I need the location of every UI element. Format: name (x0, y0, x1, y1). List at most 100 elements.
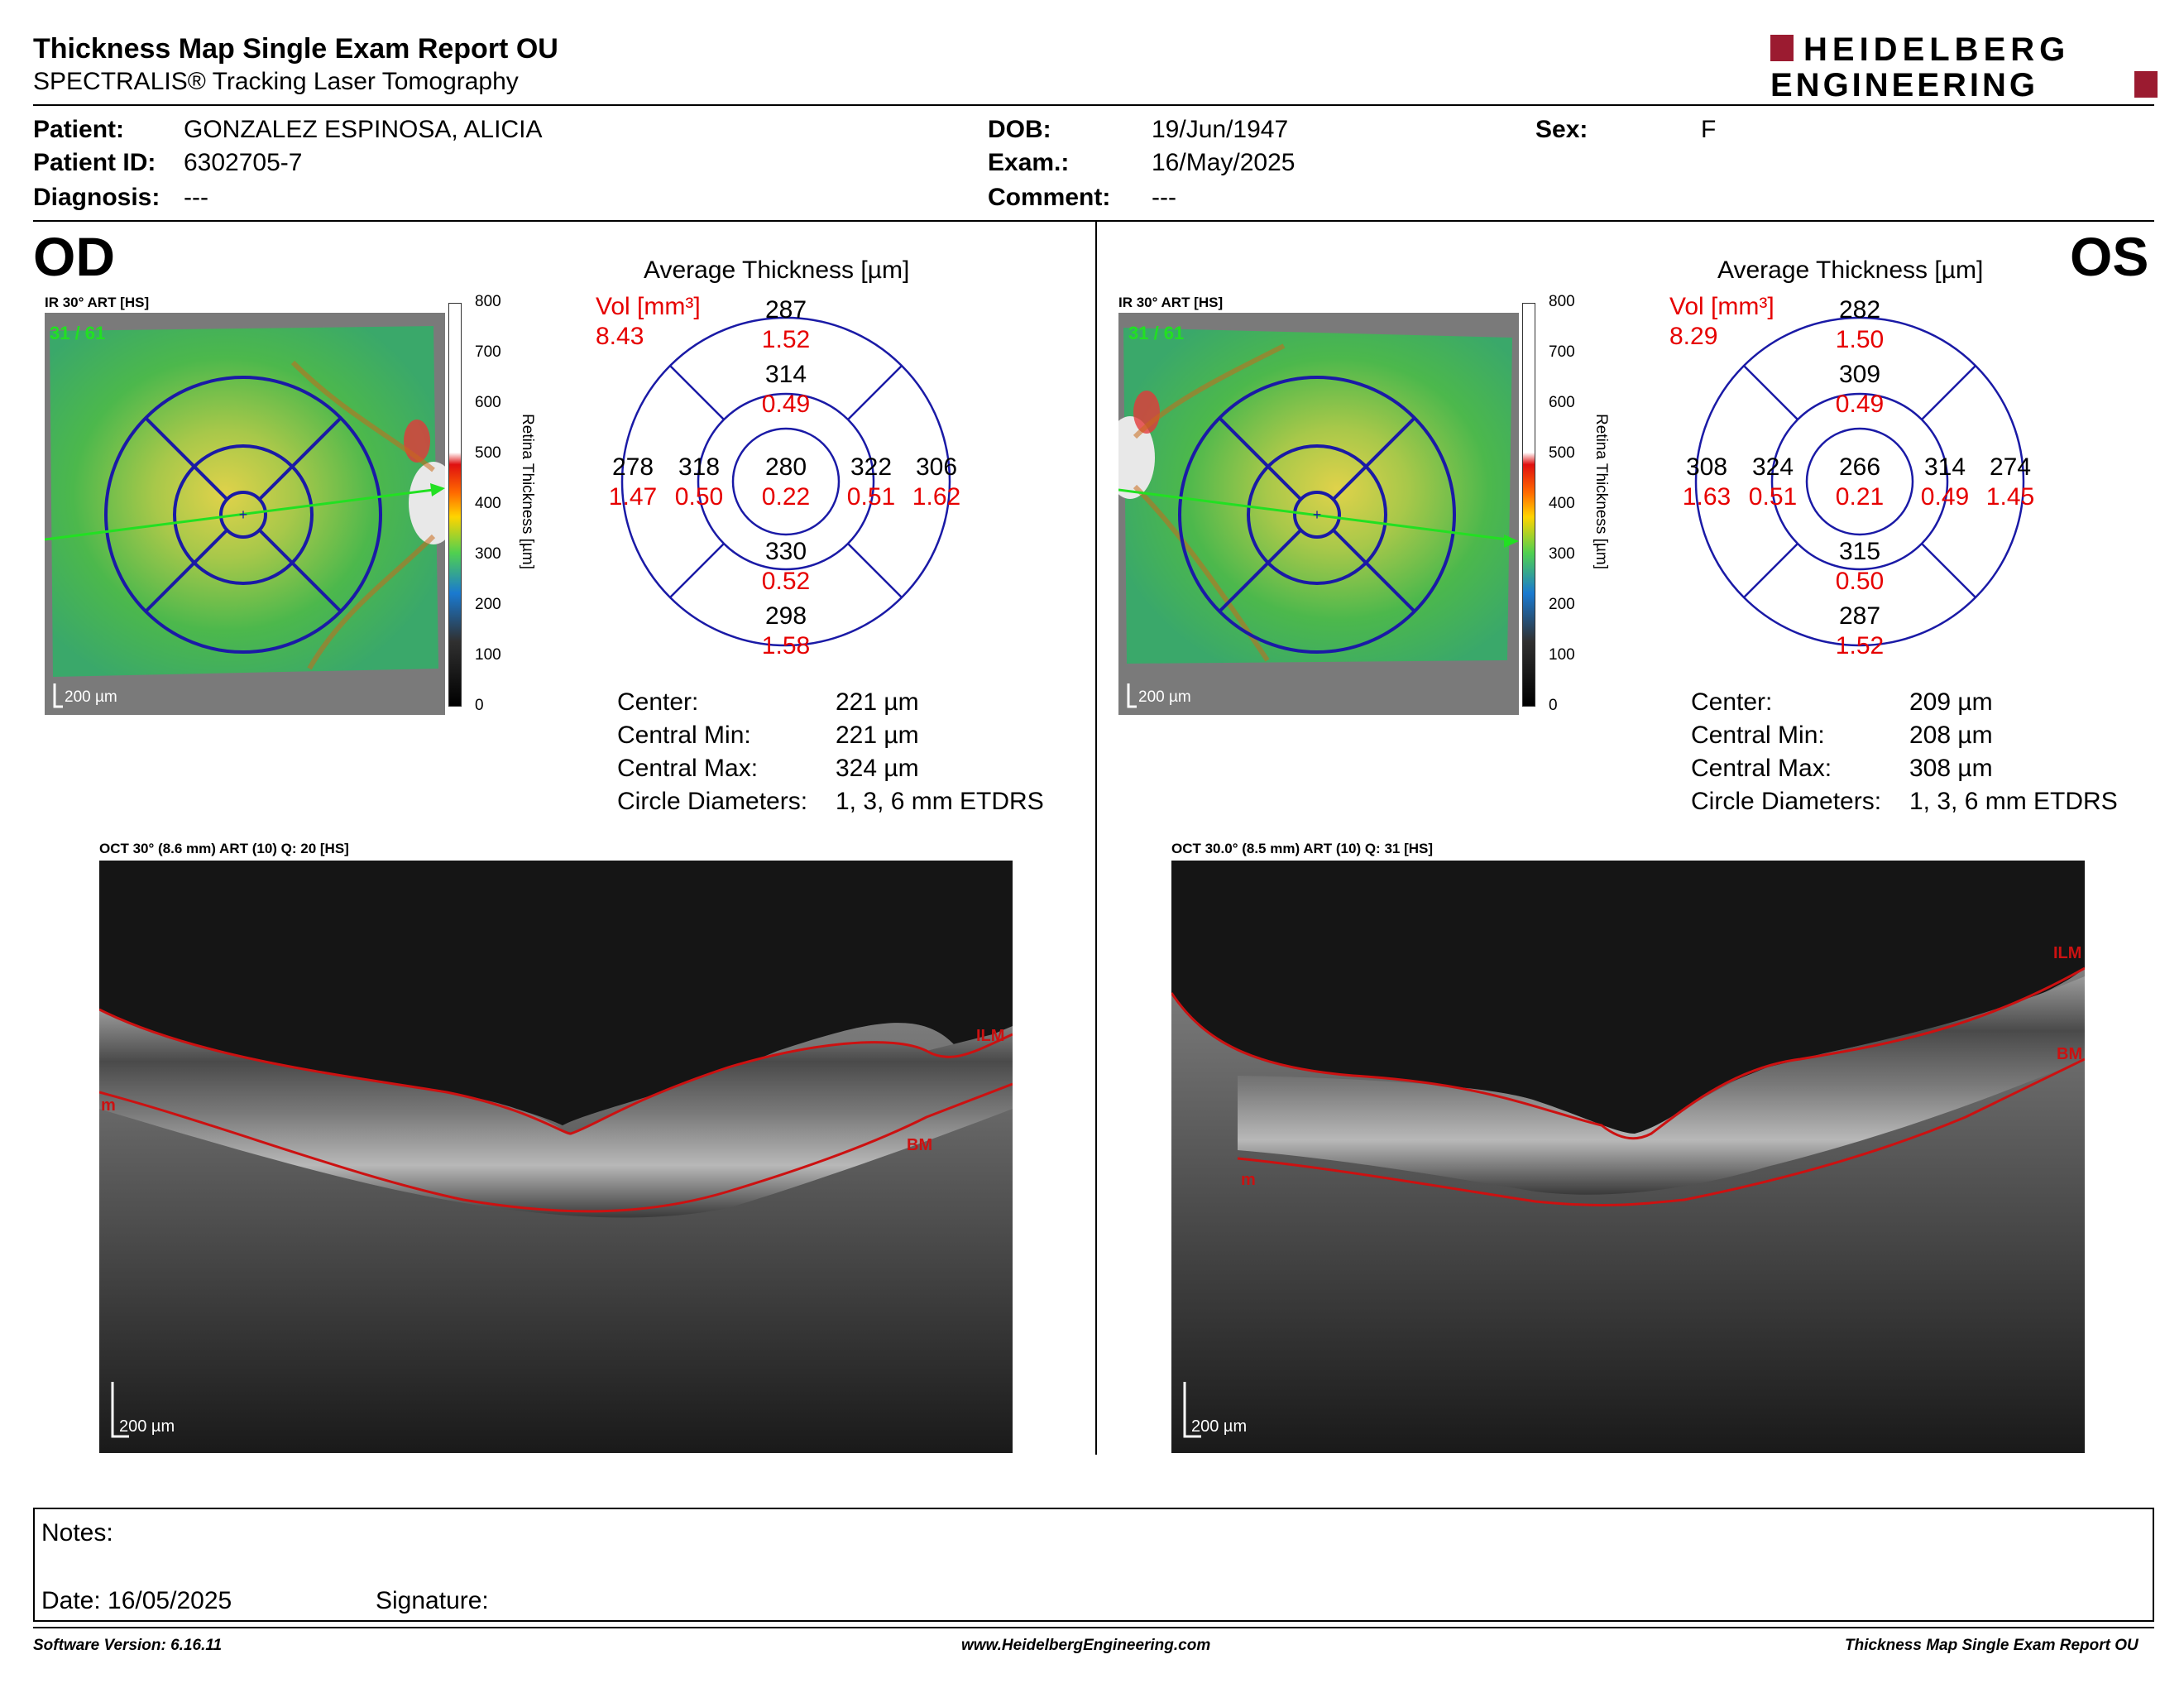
os-etdrs-grid: 282 1.50 309 0.49 266 0.21 315 0.50 287 … (1683, 300, 2034, 659)
sex-label: Sex: (1535, 116, 1588, 143)
svg-text:1.52: 1.52 (762, 326, 810, 353)
svg-text:+: + (239, 506, 248, 523)
svg-text:BM: BM (2057, 1045, 2082, 1063)
svg-text:0.21: 0.21 (1836, 483, 1884, 511)
svg-text:BM: BM (907, 1136, 932, 1154)
od-color-scale (448, 303, 462, 707)
svg-text:m: m (1241, 1171, 1256, 1189)
od-scale-200: 200 (475, 596, 501, 613)
svg-text:200 µm: 200 µm (65, 688, 117, 706)
os-eye-label: OS (2070, 226, 2149, 287)
od-eye-label: OD (33, 226, 115, 287)
os-scale-title: Retina Thickness [µm] (1592, 414, 1610, 569)
od-diam-value: 1, 3, 6 mm ETDRS (836, 788, 1044, 815)
os-max-label: Central Max: (1691, 755, 1832, 782)
svg-text:200 µm: 200 µm (1191, 1417, 1247, 1436)
svg-text:HEIDELBERG: HEIDELBERG (1803, 31, 2070, 68)
os-scale-800: 800 (1549, 293, 1575, 310)
od-scale-300: 300 (475, 545, 501, 563)
svg-text:1.63: 1.63 (1683, 483, 1731, 511)
od-diam-label: Circle Diameters: (617, 788, 808, 815)
svg-text:ENGINEERING: ENGINEERING (1770, 67, 2038, 99)
svg-text:266: 266 (1839, 453, 1880, 481)
svg-text:314: 314 (765, 361, 807, 388)
svg-text:1.58: 1.58 (762, 632, 810, 659)
os-scale-100: 100 (1549, 646, 1575, 664)
svg-text:1.50: 1.50 (1836, 326, 1884, 353)
svg-text:0.50: 0.50 (1836, 568, 1884, 595)
patient-value: GONZALEZ ESPINOSA, ALICIA (184, 116, 543, 143)
svg-text:278: 278 (612, 453, 654, 481)
svg-text:298: 298 (765, 602, 807, 630)
svg-text:200 µm: 200 µm (119, 1417, 175, 1436)
od-scale-800: 800 (475, 293, 501, 310)
od-scale-500: 500 (475, 444, 501, 462)
os-scale-200: 200 (1549, 596, 1575, 613)
od-scale-600: 600 (475, 394, 501, 411)
svg-text:31 / 61: 31 / 61 (1128, 323, 1184, 343)
diagnosis-value: --- (184, 184, 208, 211)
os-diam-value: 1, 3, 6 mm ETDRS (1909, 788, 2118, 815)
diagnosis-label: Diagnosis: (33, 184, 160, 211)
os-vol-label: Vol [mm³] (1669, 293, 1774, 320)
svg-text:330: 330 (765, 538, 807, 565)
os-min-label: Central Min: (1691, 722, 1825, 749)
software-version: Software Version: 6.16.11 (33, 1637, 223, 1654)
os-scale-400: 400 (1549, 495, 1575, 512)
od-max-value: 324 µm (836, 755, 919, 782)
od-scale-100: 100 (475, 646, 501, 664)
svg-text:308: 308 (1686, 453, 1727, 481)
od-vol-total: 8.43 (596, 323, 644, 350)
patient-id-value: 6302705-7 (184, 149, 303, 176)
od-avg-thickness-title: Average Thickness [µm] (644, 257, 910, 284)
od-scale-title: Retina Thickness [µm] (519, 414, 536, 569)
svg-text:0.49: 0.49 (1921, 483, 1969, 511)
od-min-value: 221 µm (836, 722, 919, 749)
report-title: Thickness Map Single Exam Report OU (33, 33, 558, 65)
svg-text:1.52: 1.52 (1836, 632, 1884, 659)
os-oct-label: OCT 30.0° (8.5 mm) ART (10) Q: 31 [HS] (1171, 841, 1434, 856)
svg-text:309: 309 (1839, 361, 1880, 388)
notes-label: Notes: (41, 1519, 113, 1547)
comment-value: --- (1152, 184, 1176, 211)
od-etdrs-grid: 287 1.52 314 0.49 280 0.22 330 0.52 298 … (609, 300, 960, 659)
heidelberg-logo: HEIDELBERG ENGINEERING (1770, 31, 2158, 99)
svg-text:0.50: 0.50 (675, 483, 723, 511)
date-label: Date: 16/05/2025 (41, 1587, 232, 1614)
svg-text:1.62: 1.62 (912, 483, 960, 511)
svg-text:318: 318 (678, 453, 720, 481)
svg-text:31 / 61: 31 / 61 (50, 323, 105, 343)
os-ir-label: IR 30° ART [HS] (1118, 295, 1224, 310)
od-vol-label: Vol [mm³] (596, 293, 701, 320)
od-scale-700: 700 (475, 343, 501, 361)
os-scale-600: 600 (1549, 394, 1575, 411)
exam-value: 16/May/2025 (1152, 149, 1296, 176)
od-oct-scan: ILM BM m 200 µm (99, 861, 1013, 1453)
os-scale-500: 500 (1549, 444, 1575, 462)
svg-text:+: + (1313, 506, 1322, 523)
svg-text:0.51: 0.51 (1749, 483, 1797, 511)
svg-text:0.52: 0.52 (762, 568, 810, 595)
od-max-label: Central Max: (617, 755, 759, 782)
svg-text:0.51: 0.51 (847, 483, 895, 511)
od-center-value: 221 µm (836, 688, 919, 716)
od-ir-label: IR 30° ART [HS] (45, 295, 150, 310)
od-thickness-map: + 31 / 61 200 µm (45, 313, 445, 715)
os-max-value: 308 µm (1909, 755, 1993, 782)
dob-value: 19/Jun/1947 (1152, 116, 1289, 143)
svg-text:0.49: 0.49 (1836, 391, 1884, 418)
footer-report-title: Thickness Map Single Exam Report OU (1845, 1637, 2138, 1654)
signature-label: Signature: (376, 1587, 489, 1614)
od-scale-400: 400 (475, 495, 501, 512)
sex-value: F (1701, 116, 1717, 143)
svg-text:324: 324 (1752, 453, 1794, 481)
website-link[interactable]: www.HeidelbergEngineering.com (961, 1637, 1211, 1654)
od-min-label: Central Min: (617, 722, 751, 749)
svg-text:1.47: 1.47 (609, 483, 657, 511)
svg-text:ILM: ILM (2053, 944, 2081, 962)
os-color-scale (1522, 303, 1535, 707)
exam-label: Exam.: (988, 149, 1070, 176)
svg-text:0.49: 0.49 (762, 391, 810, 418)
os-thickness-map: + 31 / 61 200 µm (1118, 313, 1519, 715)
patient-id-label: Patient ID: (33, 149, 156, 176)
